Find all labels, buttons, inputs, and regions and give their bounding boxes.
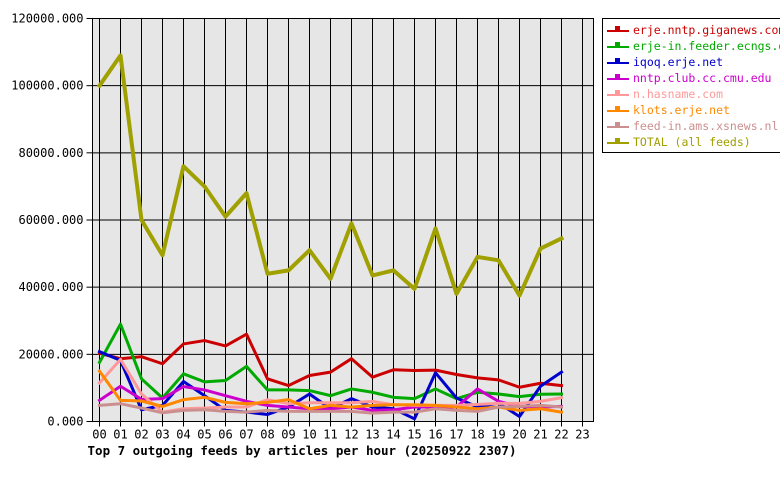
x-tick-label: 19 (491, 428, 505, 442)
legend-label: erje-in.feeder.ecngs.de (633, 39, 780, 53)
y-tick-label: 40000.000 (18, 280, 83, 294)
legend-line-marker-icon (607, 57, 629, 67)
x-tick-label: 01 (113, 428, 127, 442)
legend-marker-line (607, 142, 629, 144)
legend-label: iqoq.erje.net (633, 55, 724, 69)
x-tick-label: 10 (302, 428, 316, 442)
legend-line-marker-icon (607, 41, 629, 51)
x-tick-label: 17 (449, 428, 463, 442)
x-tick-label: 22 (554, 428, 568, 442)
legend-marker-square (615, 122, 620, 127)
legend-marker-square (615, 26, 620, 31)
legend-marker-line (607, 78, 629, 80)
y-tick-label: 0.000 (47, 415, 83, 429)
legend-marker-line (607, 126, 629, 128)
x-tick-label: 15 (407, 428, 421, 442)
legend-line-marker-icon (607, 137, 629, 147)
series-line-total-all-feeds- (96, 53, 565, 298)
legend-line-marker-icon (607, 25, 629, 35)
x-tick-label: 05 (197, 428, 211, 442)
x-tick-label: 13 (365, 428, 379, 442)
legend: erje.nntp.giganews.com erje-in.feeder.ecn… (602, 18, 780, 153)
legend-line-marker-icon (607, 121, 629, 131)
x-tick-label: 16 (428, 428, 442, 442)
legend-item: iqoq.erje.net (607, 54, 779, 70)
legend-label: erje.nntp.giganews.com (633, 23, 780, 37)
x-tick-label: 11 (323, 428, 337, 442)
legend-marker-line (607, 30, 629, 32)
x-tick-label: 20 (512, 428, 526, 442)
legend-marker-square (615, 90, 620, 95)
legend-marker-line (607, 94, 629, 96)
x-tick-label: 03 (155, 428, 169, 442)
x-tick-label: 07 (239, 428, 253, 442)
series-line-feed-in-ams-xsnews-nl (97, 402, 564, 415)
legend-line-marker-icon (607, 73, 629, 83)
x-tick-label: 12 (344, 428, 358, 442)
y-tick-label: 120000.000 (11, 12, 83, 26)
y-tick-label: 100000.000 (11, 79, 83, 93)
legend-label: klots.erje.net (633, 103, 730, 117)
legend-marker-square (615, 106, 620, 111)
legend-line-marker-icon (607, 89, 629, 99)
chart-title: Top 7 outgoing feeds by articles per hou… (87, 443, 517, 458)
legend-item: klots.erje.net (607, 102, 779, 118)
x-tick-label: 14 (386, 428, 400, 442)
x-tick-label: 04 (176, 428, 190, 442)
x-tick-label: 06 (218, 428, 232, 442)
legend-line-marker-icon (607, 105, 629, 115)
legend-marker-square (615, 42, 620, 47)
y-tick-label: 60000.000 (18, 213, 83, 227)
y-tick-label: 20000.000 (18, 347, 83, 361)
legend-item: erje-in.feeder.ecngs.de (607, 38, 780, 54)
legend-marker-square (615, 74, 620, 79)
legend-item: n.hasname.com (607, 86, 779, 102)
legend-label: TOTAL (all feeds) (633, 135, 751, 149)
legend-label: feed-in.ams.xsnews.nl (633, 119, 779, 133)
legend-marker-line (607, 46, 629, 48)
legend-marker-line (607, 110, 629, 112)
legend-marker-square (615, 58, 620, 63)
series-line-klots-erje-net (97, 369, 564, 414)
y-tick-label: 80000.000 (18, 146, 83, 160)
legend-item: erje.nntp.giganews.com (607, 22, 780, 38)
legend-label: n.hasname.com (633, 87, 724, 101)
x-tick-label: 00 (92, 428, 106, 442)
legend-item: TOTAL (all feeds) (607, 134, 779, 150)
x-tick-label: 09 (281, 428, 295, 442)
x-tick-label: 08 (260, 428, 274, 442)
legend-item: feed-in.ams.xsnews.nl (607, 118, 779, 134)
series-line-erje-nntp-giganews-com (97, 332, 564, 389)
legend-marker-line (607, 62, 629, 64)
legend-label: nntp.club.cc.cmu.edu (633, 71, 772, 85)
x-tick-label: 23 (575, 428, 589, 442)
series-line-nntp-club-cc-cmu-edu (97, 384, 564, 412)
x-tick-label: 02 (134, 428, 148, 442)
x-tick-label: 21 (533, 428, 547, 442)
legend-marker-square (615, 138, 620, 143)
legend-item: nntp.club.cc.cmu.edu (607, 70, 779, 86)
x-tick-label: 18 (470, 428, 484, 442)
